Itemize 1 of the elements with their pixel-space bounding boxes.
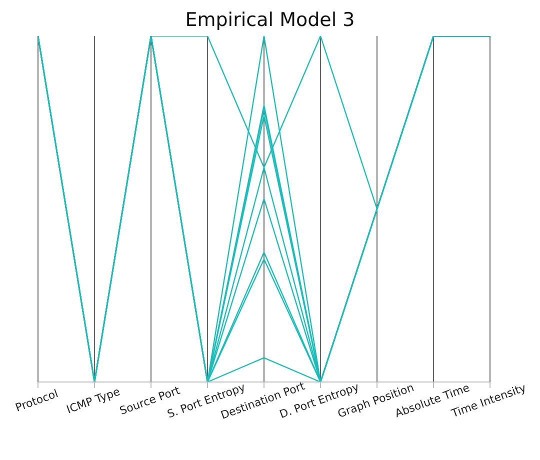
chart-title: Empirical Model 3 <box>184 8 356 32</box>
